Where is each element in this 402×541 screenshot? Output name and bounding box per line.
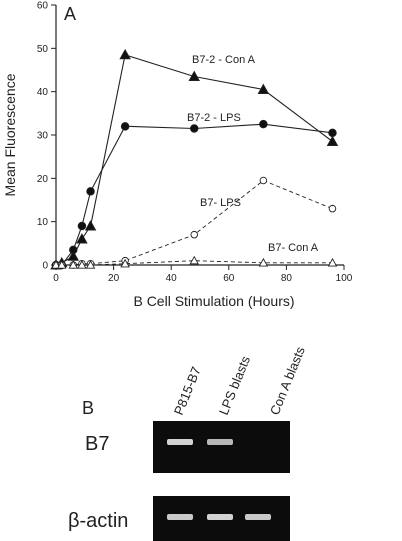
data-point-s2-7 — [259, 176, 268, 185]
data-point-s3-7 — [258, 257, 269, 267]
lane-label-p815: P815-B7 — [171, 365, 204, 418]
series-markers — [50, 48, 339, 270]
data-point-s1-4 — [86, 187, 95, 196]
y-tick-label: 0 — [42, 261, 48, 272]
x-ticks: 0 20 40 60 80 100 — [53, 265, 353, 284]
data-point-s0-4 — [84, 220, 97, 231]
data-point-s0-3 — [76, 233, 88, 244]
x-tick-label: 60 — [223, 273, 235, 284]
x-tick-label: 100 — [336, 273, 353, 284]
data-point-s0-6 — [188, 70, 201, 81]
lane-label-cona: Con A blasts — [267, 344, 308, 417]
gel-band-r1-l1 — [207, 514, 233, 520]
label-b7-2-lps: B7-2 - LPS — [187, 112, 241, 124]
data-point-s3-1 — [56, 260, 67, 269]
y-ticks: 0 10 20 30 40 50 60 — [37, 1, 56, 272]
gel-row-label-b7: B7 — [85, 433, 109, 455]
data-point-s3-0 — [51, 260, 61, 269]
label-b7-lps: B7- LPS — [200, 197, 241, 209]
data-point-s3-2 — [68, 260, 79, 269]
gel-panel-b7 — [153, 421, 290, 473]
data-point-s0-7 — [257, 83, 270, 94]
lane-label-lps: LPS blasts — [216, 353, 253, 417]
x-axis-title: B Cell Stimulation (Hours) — [133, 293, 294, 309]
gel-bands — [167, 439, 271, 520]
data-point-s3-6 — [189, 255, 200, 265]
data-point-s3-3 — [77, 260, 87, 269]
data-point-s3-4 — [85, 260, 96, 269]
data-point-s1-3 — [77, 221, 87, 231]
y-tick-label: 20 — [37, 174, 49, 185]
y-tick-label: 50 — [37, 44, 49, 55]
panel-a-label: A — [64, 4, 76, 24]
data-point-s1-7 — [259, 119, 268, 129]
data-point-s2-6 — [190, 230, 198, 239]
gel-band-r1-l0 — [167, 514, 193, 520]
x-tick-label: 80 — [281, 273, 293, 284]
gel-band-r0-l0 — [167, 439, 193, 445]
data-point-s3-5 — [120, 258, 130, 268]
gel-band-r0-l1 — [207, 439, 233, 445]
data-point-s1-8 — [328, 128, 337, 138]
x-tick-label: 20 — [108, 273, 120, 284]
data-point-s0-8 — [326, 135, 339, 146]
label-b7-2-cona: B7-2 - Con A — [192, 54, 256, 66]
x-tick-label: 0 — [53, 273, 59, 284]
y-tick-label: 60 — [37, 1, 49, 12]
x-tick-label: 40 — [166, 273, 178, 284]
data-point-s1-5 — [120, 122, 130, 131]
y-tick-label: 40 — [37, 87, 49, 98]
chart-axes: 0 20 40 60 80 100 0 10 20 30 40 50 60 — [37, 1, 353, 285]
data-point-s1-6 — [189, 124, 199, 133]
data-point-s1-2 — [69, 245, 78, 255]
data-point-s3-8 — [327, 257, 338, 267]
data-point-s2-8 — [328, 204, 337, 213]
y-tick-label: 30 — [37, 131, 49, 142]
panel-b-label: B — [82, 398, 94, 418]
gel-row-label-actin: β-actin — [68, 510, 128, 532]
y-axis-title: Mean Fluorescence — [2, 73, 18, 196]
label-b7-cona: B7- Con A — [268, 242, 319, 254]
data-point-s0-5 — [119, 48, 131, 60]
y-tick-label: 10 — [37, 217, 49, 228]
gel-band-r1-l2 — [245, 514, 271, 520]
